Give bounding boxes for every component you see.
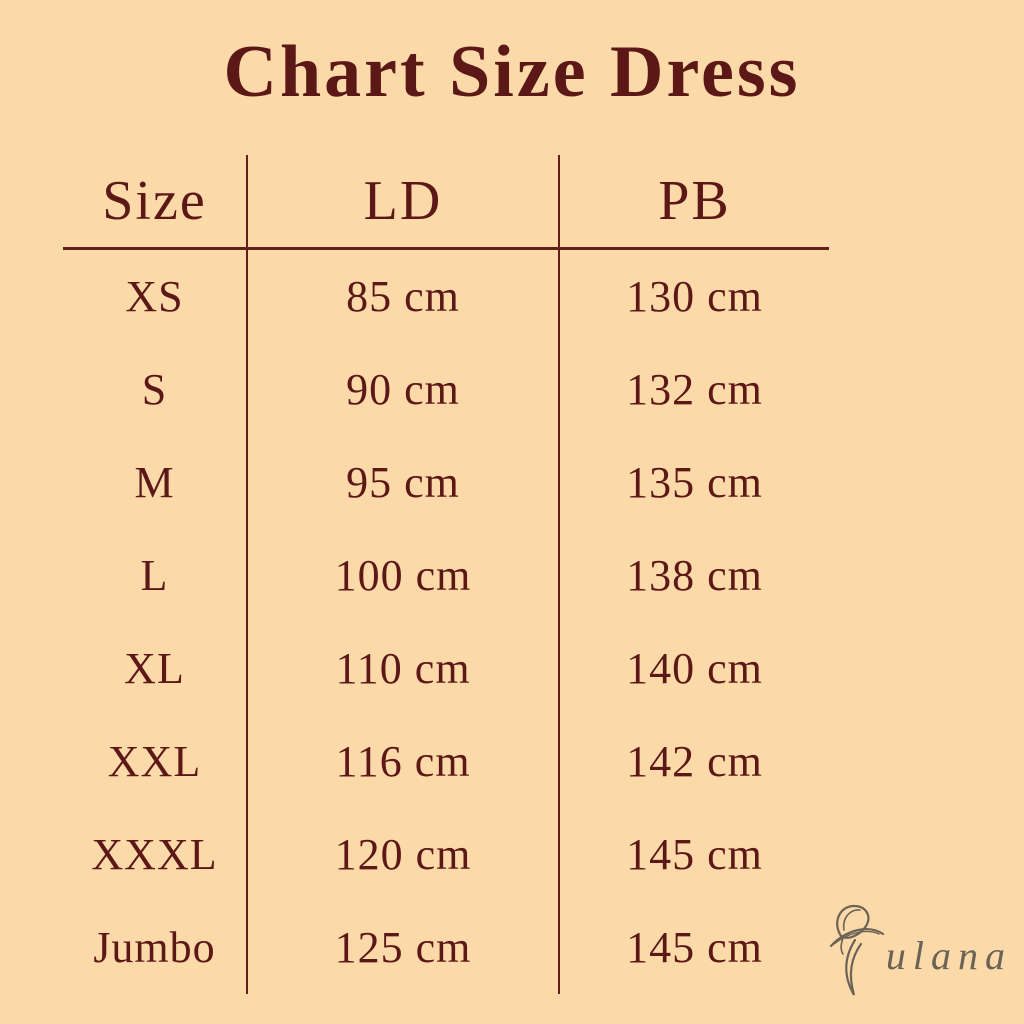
cell-xxl-pb: 142 cm [626,737,763,786]
cell-xs-pb: 130 cm [626,272,763,321]
cell-l-ld: 100 cm [246,529,560,622]
row-label-xxl: XXL [107,737,202,786]
row-label-m: M [134,458,175,507]
row-label-jumbo: Jumbo [93,923,216,972]
cell-m-ld: 95 cm [246,436,560,529]
cell-m-pb: 135 cm [626,458,763,507]
row-label-s: S [141,365,168,414]
cell-s-pb: 132 cm [626,365,763,414]
row-label-xs: XS [125,272,184,321]
cell-xxxl-ld: 120 cm [246,808,560,901]
cell-xxxl-pb: 145 cm [626,830,763,879]
row-label-l: L [140,551,169,600]
cell-jumbo-ld: 125 cm [246,901,560,994]
cell-jumbo-pb: 145 cm [626,923,763,972]
column-header-pb: PB [560,155,829,250]
brand-logo: ulana [828,900,1012,998]
size-table: Size LD PB XS 85 cm 130 cm S 90 cm 132 c… [63,155,829,994]
column-header-size: Size [63,155,246,250]
column-header-ld: LD [246,155,560,250]
row-label-xxxl: XXXL [91,830,218,879]
cell-xl-pb: 140 cm [626,644,763,693]
cell-l-pb: 138 cm [626,551,763,600]
cell-xs-ld: 85 cm [246,250,560,343]
brand-name: ulana [885,933,1012,978]
page-title: Chart Size Dress [223,31,801,113]
cell-xxl-ld: 116 cm [246,715,560,808]
row-label-xl: XL [124,644,185,693]
cell-s-ld: 90 cm [246,343,560,436]
cell-xl-ld: 110 cm [246,622,560,715]
woman-hijab-icon [829,904,884,996]
